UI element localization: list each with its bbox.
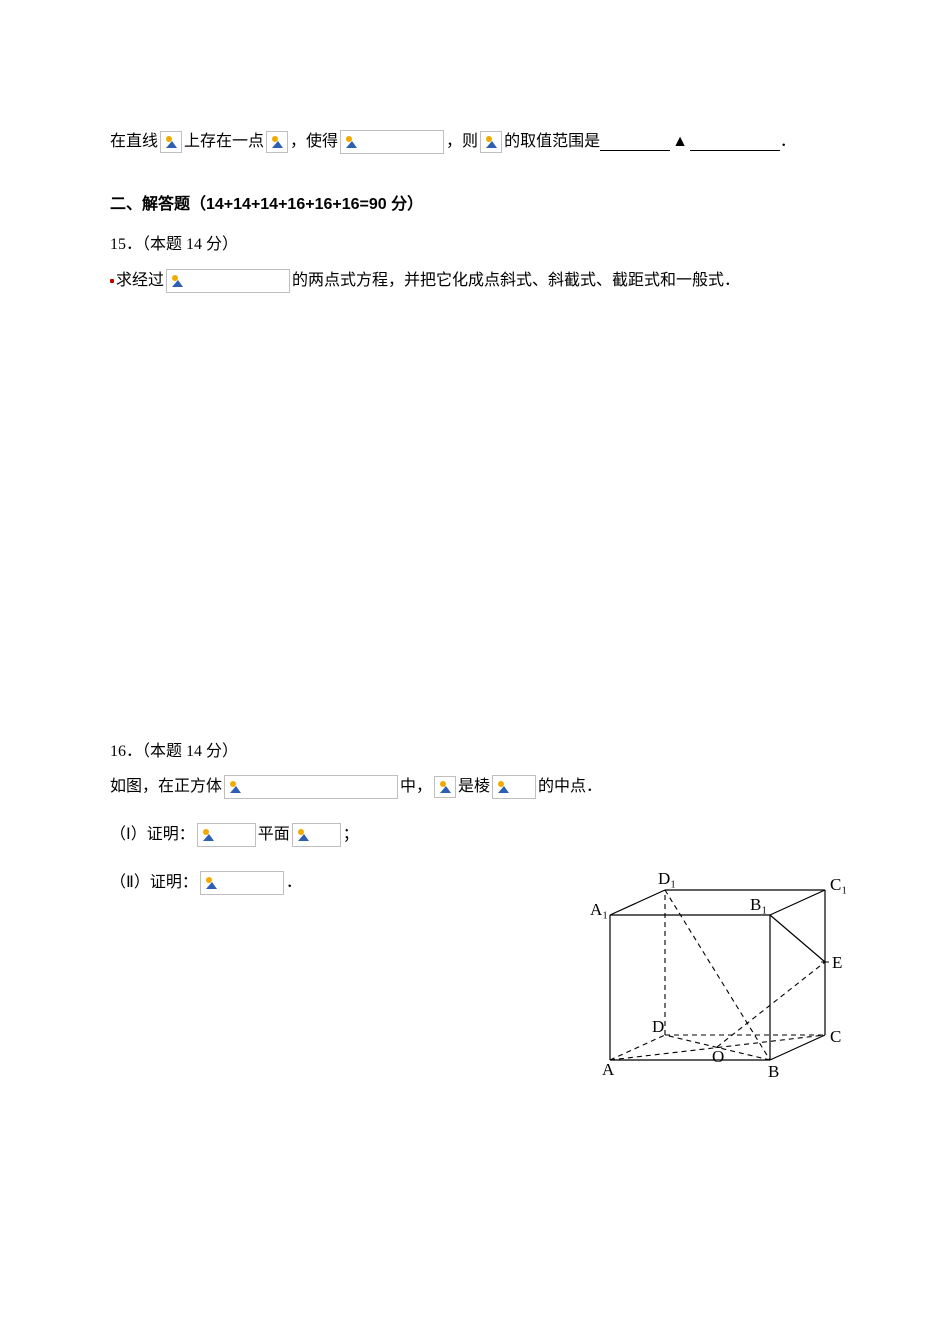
answer-marker: ▲ [672, 131, 688, 153]
cube-label-A1: A₁ [590, 900, 608, 919]
cube-label-B1: B₁ [750, 895, 767, 914]
q14-text-4: ，则 [446, 131, 478, 153]
q16-part1-b: 平面 [258, 824, 290, 846]
q15-body: 求经过 的两点式方程，并把它化成点斜式、斜截式、截距式和一般式． [110, 269, 850, 293]
formula-placeholder-icon [480, 131, 502, 153]
q16-part2-b: ． [286, 872, 302, 894]
q14-text-5: 的取值范围是 [504, 131, 600, 153]
formula-placeholder-icon [266, 131, 288, 153]
answer-blank [600, 134, 670, 151]
exam-page: 在直线 上存在一点 ，使得 ，则 的取值范围是 ▲ ． 二、解答题（14+14+… [0, 0, 950, 1344]
cube-label-D1: D₁ [658, 869, 676, 888]
formula-placeholder-icon [224, 775, 398, 799]
formula-placeholder-icon [197, 823, 256, 847]
cube-label-B: B [768, 1062, 779, 1081]
q14-text-2: 上存在一点 [184, 131, 264, 153]
q16-text-1c: 是棱 [458, 776, 490, 798]
q16-text-1b: 中， [400, 776, 432, 798]
q15-text-1: 求经过 [116, 270, 164, 292]
formula-placeholder-icon [200, 871, 284, 895]
q16-text-1d: 的中点． [538, 776, 602, 798]
formula-placeholder-icon [166, 269, 290, 293]
q15-text-2: 的两点式方程，并把它化成点斜式、斜截式、截距式和一般式． [292, 270, 740, 292]
q16-line1: 如图，在正方体 中， 是棱 的中点． [110, 775, 850, 799]
q14-period: ． [780, 131, 796, 153]
formula-placeholder-icon [160, 131, 182, 153]
formula-placeholder-icon [340, 130, 444, 154]
q16-text-1a: 如图，在正方体 [110, 776, 222, 798]
q15-number: 15．（本题 14 分） [110, 234, 850, 256]
cube-label-C1: C₁ [830, 875, 847, 894]
q14-text-1: 在直线 [110, 131, 158, 153]
q14-text-3: ，使得 [290, 131, 338, 153]
cube-diagram: A B C D A₁ B₁ C₁ D₁ E O [580, 860, 860, 1090]
cube-label-D: D [652, 1017, 664, 1036]
q15-workspace [110, 303, 850, 723]
q16-part1: （Ⅰ）证明： 平面 ； [110, 823, 850, 847]
formula-placeholder-icon [292, 823, 341, 847]
cube-label-O: O [712, 1047, 724, 1066]
section-2-title: 二、解答题（14+14+14+16+16+16=90 分） [110, 194, 850, 216]
formula-placeholder-icon [434, 776, 456, 798]
q14-line: 在直线 上存在一点 ，使得 ，则 的取值范围是 ▲ ． [110, 130, 850, 154]
answer-blank [690, 134, 780, 151]
marker-dot-icon [110, 279, 114, 283]
q16-part2-a: （Ⅱ）证明： [110, 872, 198, 894]
q16-part1-c: ； [343, 824, 359, 846]
q16-part1-a: （Ⅰ）证明： [110, 824, 195, 846]
q16-number: 16．（本题 14 分） [110, 741, 850, 763]
cube-label-E: E [832, 953, 842, 972]
cube-label-A: A [602, 1060, 615, 1079]
cube-label-C: C [830, 1027, 841, 1046]
formula-placeholder-icon [492, 775, 536, 799]
